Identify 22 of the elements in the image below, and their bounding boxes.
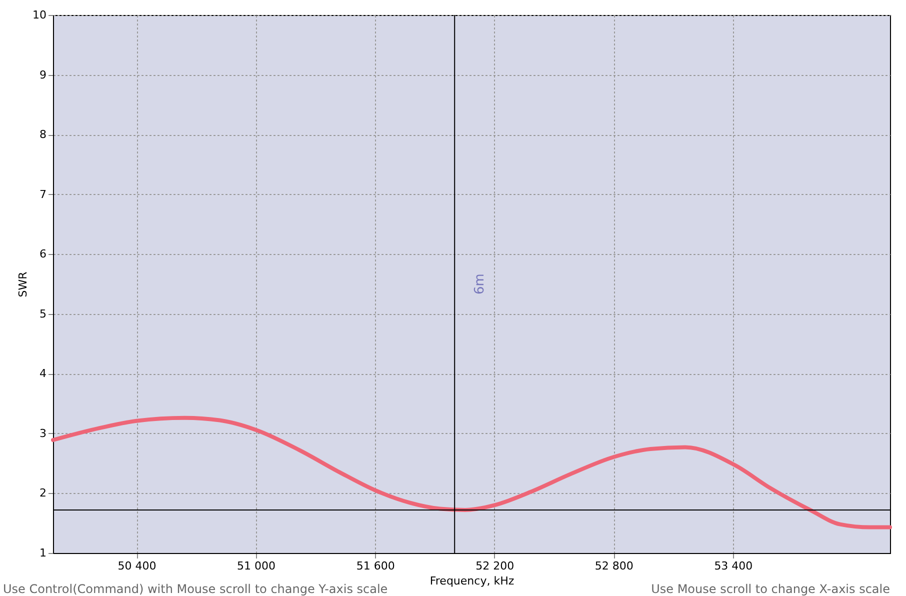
y-tick-label: 1 [40, 546, 46, 560]
line-series [51, 416, 892, 530]
y-tick-label: 4 [40, 367, 46, 380]
y-tick-label: 6 [40, 248, 46, 261]
y-tick-label: 3 [40, 426, 46, 440]
ref-line-label: 6m [472, 274, 488, 294]
y-tick-label: 8 [40, 128, 46, 142]
y-tick-label: 10 [32, 8, 46, 22]
x-tick-label: 51 600 [356, 560, 395, 572]
x-tick-label: 52 200 [476, 560, 514, 572]
y-tick-label: 5 [40, 307, 46, 320]
y-tick-label: 7 [40, 188, 46, 201]
y-tick-label: 2 [40, 486, 46, 500]
text: Use Control(Command) with Mouse scroll to change Y-axis scale [3, 582, 388, 596]
x-tick-label: 53 400 [714, 560, 753, 572]
y-tick-label: 9 [40, 68, 46, 82]
text: Use Mouse scroll to change X-axis scale [651, 582, 890, 596]
x-tick-label: 52 800 [594, 560, 634, 572]
x-axis-title: Frequency, kHz [430, 574, 514, 588]
x-tick-label: 50 400 [118, 560, 156, 572]
y-axis-title: SWR [16, 271, 30, 298]
x-tick-label: 51 000 [237, 560, 276, 572]
